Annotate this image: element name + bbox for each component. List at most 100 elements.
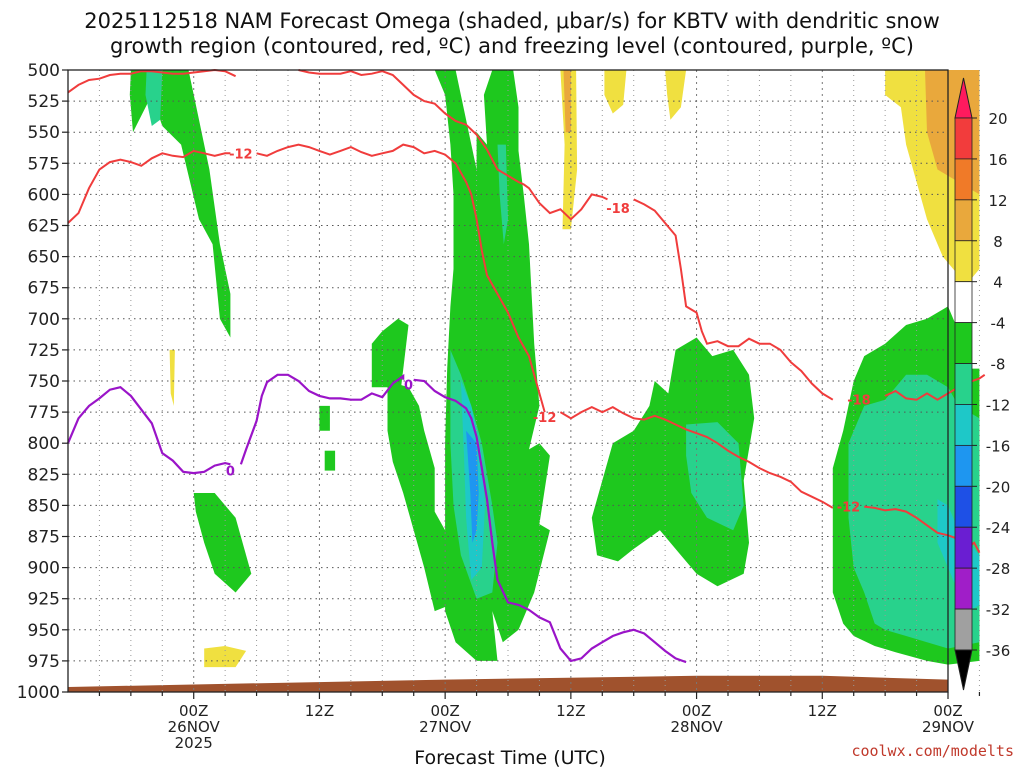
y-tick-label: 775 <box>28 403 60 423</box>
omega-region <box>591 337 755 587</box>
contour-label: -18 <box>847 394 871 409</box>
y-tick-label: 750 <box>28 372 60 392</box>
x-axis-title: Forecast Time (UTC) <box>414 747 605 768</box>
omega-region <box>324 450 336 471</box>
y-tick-label: 675 <box>28 279 60 299</box>
x-tick-label: 12Z <box>556 702 585 720</box>
y-tick-label: 850 <box>28 496 60 516</box>
y-tick-label: 825 <box>28 465 60 485</box>
contour-lines <box>66 68 986 664</box>
dgz-contour-minus18 <box>298 69 608 221</box>
y-axis: 500 525 550 575 600 625 650 675 700 725 750 775 800 8… <box>17 61 68 703</box>
colorbar-cell <box>954 485 973 528</box>
y-tick-label: 700 <box>28 310 60 330</box>
freezing-level-contour <box>239 373 405 465</box>
colorbar-label: -20 <box>986 478 1011 496</box>
y-tick-label: 550 <box>28 123 60 143</box>
colorbar-cell <box>954 240 973 283</box>
contour-label: -12 <box>837 501 861 516</box>
colorbar-cell <box>954 444 973 487</box>
colorbar-label: -16 <box>986 437 1011 455</box>
colorbar-label: -28 <box>986 560 1011 578</box>
dgz-contour-minus18 <box>67 68 237 94</box>
omega-region <box>319 405 330 431</box>
colorbar-cell <box>954 608 973 651</box>
colorbar-cell <box>954 567 973 610</box>
colorbar: 20 16 12 8 4 -4 -8 -12 -16 -20 -24 -28 -32 -36 <box>954 77 1011 691</box>
x-tick-label: 00Z <box>179 702 208 720</box>
ground-surface <box>68 675 948 692</box>
dgz-contour-minus18 <box>633 198 834 401</box>
x-tick-date: 27NOV <box>419 718 472 736</box>
contour-label: -12 <box>229 147 253 162</box>
omega-shading <box>129 70 980 668</box>
colorbar-cell <box>954 526 973 569</box>
chart-title-line1: 2025112518 NAM Forecast Omega (shaded, μ… <box>84 9 940 33</box>
y-tick-label: 1000 <box>17 683 60 703</box>
ground-fill <box>68 675 948 692</box>
omega-region <box>193 493 252 593</box>
dgz-contour-minus12 <box>256 143 546 413</box>
colorbar-label: -32 <box>986 601 1011 619</box>
omega-region <box>560 70 578 230</box>
y-tick-label: 950 <box>28 621 60 641</box>
x-tick-date: 28NOV <box>671 718 724 736</box>
dgz-contour-minus12 <box>559 405 834 509</box>
y-tick-label: 725 <box>28 341 60 361</box>
omega-region <box>169 349 175 406</box>
colorbar-cell <box>954 117 973 160</box>
y-tick-label: 975 <box>28 652 60 672</box>
x-tick-date: 29NOV <box>922 718 975 736</box>
omega-region <box>145 70 163 126</box>
y-tick-label: 875 <box>28 528 60 548</box>
x-tick-label: 00Z <box>430 702 459 720</box>
y-tick-label: 500 <box>28 61 60 81</box>
colorbar-cell <box>954 404 973 446</box>
omega-region <box>129 70 231 338</box>
dgz-contour-minus18 <box>884 373 986 401</box>
colorbar-cell <box>954 281 973 324</box>
contour-label: 0 <box>226 465 235 480</box>
y-tick-label: 650 <box>28 248 60 268</box>
colorbar-label: 8 <box>993 233 1003 251</box>
x-tick-label: 00Z <box>682 702 711 720</box>
credit-link[interactable]: coolwx.com/modelts <box>851 742 1014 760</box>
omega-region <box>665 70 687 120</box>
x-tick-date: 26NOV <box>168 718 221 736</box>
omega-region <box>204 646 247 668</box>
omega-region <box>686 422 744 531</box>
colorbar-label: -12 <box>986 396 1011 414</box>
contour-labels: -12 -18 -12 -18 -12 0 0 <box>226 147 871 515</box>
colorbar-label: 20 <box>988 110 1007 128</box>
freezing-level-contour <box>413 378 687 664</box>
y-tick-label: 800 <box>28 434 60 454</box>
colorbar-label: -4 <box>991 315 1006 333</box>
y-tick-label: 925 <box>28 590 60 610</box>
colorbar-cell <box>954 363 973 405</box>
y-tick-label: 575 <box>28 154 60 174</box>
y-tick-label: 525 <box>28 92 60 112</box>
y-tick-label: 900 <box>28 559 60 579</box>
colorbar-cell <box>954 199 973 242</box>
omega-region <box>563 70 571 133</box>
x-tick-label: 12Z <box>305 702 334 720</box>
contour-label: 0 <box>404 379 413 394</box>
x-tick-year: 2025 <box>175 734 213 752</box>
colorbar-label: -24 <box>986 519 1011 537</box>
y-tick-label: 600 <box>28 185 60 205</box>
chart-title-line2: growth region (contoured, red, ºC) and f… <box>110 34 914 58</box>
grid-lines <box>68 70 980 692</box>
y-tick-label: 625 <box>28 217 60 237</box>
colorbar-cell <box>954 322 973 364</box>
omega-region <box>387 381 456 612</box>
colorbar-cell <box>954 158 973 201</box>
colorbar-bottom-arrow <box>954 649 973 691</box>
freezing-level-contour <box>66 386 231 475</box>
colorbar-label: -36 <box>986 642 1011 660</box>
colorbar-label: 16 <box>988 151 1007 169</box>
x-tick-label: 00Z <box>933 702 962 720</box>
contour-label: -18 <box>606 202 630 217</box>
omega-region <box>604 70 627 114</box>
